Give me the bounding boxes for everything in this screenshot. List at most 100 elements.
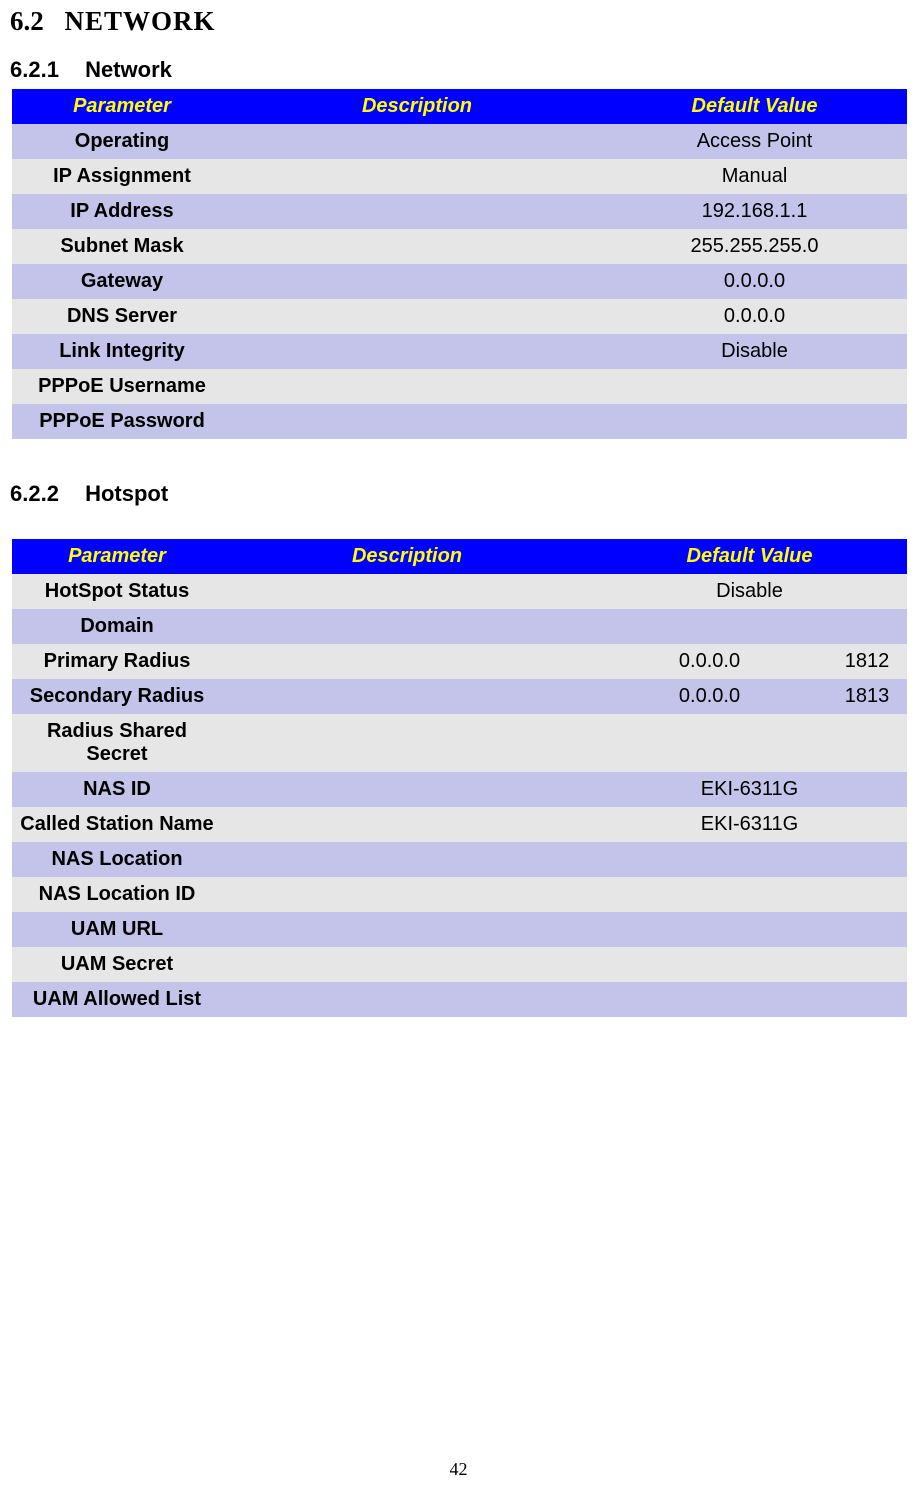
cell-parameter: NAS ID [12,772,222,807]
table-row: Primary Radius 0.0.0.01812 [12,644,907,679]
cell-description [222,714,592,772]
cell-parameter: Gateway [12,264,232,299]
cell-parameter: NAS Location ID [12,877,222,912]
cell-parameter: DNS Server [12,299,232,334]
section-number: 6.2 [10,6,44,37]
cell-default: Disable [602,334,907,369]
cell-parameter: Domain [12,609,222,644]
subsection-2-heading: 6.2.2 Hotspot [10,481,907,507]
cell-description [232,229,602,264]
table-row: UAM Secret [12,947,907,982]
table-row: Link Integrity Disable [12,334,907,369]
cell-description [232,124,602,159]
cell-parameter: UAM Allowed List [12,982,222,1017]
cell-parameter: HotSpot Status [12,574,222,609]
subsection-1-number: 6.2.1 [10,57,59,83]
cell-description [222,912,592,947]
cell-parameter: Subnet Mask [12,229,232,264]
cell-description [222,982,592,1017]
hotspot-table: Parameter Description Default Value HotS… [12,539,907,1017]
cell-default: Disable [592,574,907,609]
table-row: Gateway 0.0.0.0 [12,264,907,299]
col-header-parameter: Parameter [12,89,232,124]
subsection-1-title: Network [85,57,172,82]
cell-default [592,947,907,982]
cell-description [232,299,602,334]
cell-description [232,159,602,194]
cell-description [232,369,602,404]
cell-description [222,609,592,644]
col-header-default: Default Value [602,89,907,124]
cell-parameter: Operating [12,124,232,159]
col-header-default: Default Value [592,539,907,574]
cell-parameter: Link Integrity [12,334,232,369]
cell-description [222,574,592,609]
page-number: 42 [0,1459,917,1480]
subsection-1-heading: 6.2.1 Network [10,57,907,83]
cell-default [602,369,907,404]
table-row: NAS Location ID [12,877,907,912]
cell-parameter: Primary Radius [12,644,222,679]
cell-parameter: Called Station Name [12,807,222,842]
cell-default-port: 1812 [827,644,907,679]
cell-description [222,644,592,679]
table-row: IP Address 192.168.1.1 [12,194,907,229]
table-header-row: Parameter Description Default Value [12,89,907,124]
table-row: NAS ID EKI-6311G [12,772,907,807]
cell-default [592,877,907,912]
cell-parameter: PPPoE Username [12,369,232,404]
cell-description [222,679,592,714]
cell-description [222,877,592,912]
cell-default [592,982,907,1017]
network-table: Parameter Description Default Value Oper… [12,89,907,439]
cell-parameter: IP Assignment [12,159,232,194]
cell-default: 0.0.0.0 [592,644,827,679]
section-title: NETWORK [65,6,216,36]
col-header-description: Description [232,89,602,124]
subsection-2-number: 6.2.2 [10,481,59,507]
cell-description [222,842,592,877]
cell-default [592,842,907,877]
table-row: Secondary Radius 0.0.0.01813 [12,679,907,714]
cell-description [232,194,602,229]
cell-description [222,807,592,842]
table-row: PPPoE Username [12,369,907,404]
cell-parameter: IP Address [12,194,232,229]
table-row: UAM Allowed List [12,982,907,1017]
cell-default: Access Point [602,124,907,159]
cell-parameter: PPPoE Password [12,404,232,439]
cell-default-port: 1813 [827,679,907,714]
table-row: NAS Location [12,842,907,877]
table-row: Subnet Mask 255.255.255.0 [12,229,907,264]
table-row: Domain [12,609,907,644]
table-row: Radius Shared Secret [12,714,907,772]
subsection-2-title: Hotspot [85,481,168,506]
table-row: UAM URL [12,912,907,947]
table-row: IP Assignment Manual [12,159,907,194]
cell-default: EKI-6311G [592,807,907,842]
cell-description [232,404,602,439]
cell-default: 255.255.255.0 [602,229,907,264]
table-row: Operating Access Point [12,124,907,159]
cell-default: 0.0.0.0 [592,679,827,714]
section-heading: 6.2 NETWORK [10,0,907,37]
cell-default [602,404,907,439]
cell-parameter: UAM Secret [12,947,222,982]
cell-default [592,609,907,644]
cell-parameter: Secondary Radius [12,679,222,714]
table-row: DNS Server0.0.0.0 [12,299,907,334]
cell-default: Manual [602,159,907,194]
cell-default: EKI-6311G [592,772,907,807]
cell-description [232,264,602,299]
col-header-description: Description [222,539,592,574]
cell-default [592,714,907,772]
cell-default [592,912,907,947]
table-row: Called Station Name EKI-6311G [12,807,907,842]
col-header-parameter: Parameter [12,539,222,574]
cell-description [222,772,592,807]
cell-default: 192.168.1.1 [602,194,907,229]
table-row: PPPoE Password [12,404,907,439]
table-header-row: Parameter Description Default Value [12,539,907,574]
table-row: HotSpot Status Disable [12,574,907,609]
cell-default: 0.0.0.0 [602,264,907,299]
